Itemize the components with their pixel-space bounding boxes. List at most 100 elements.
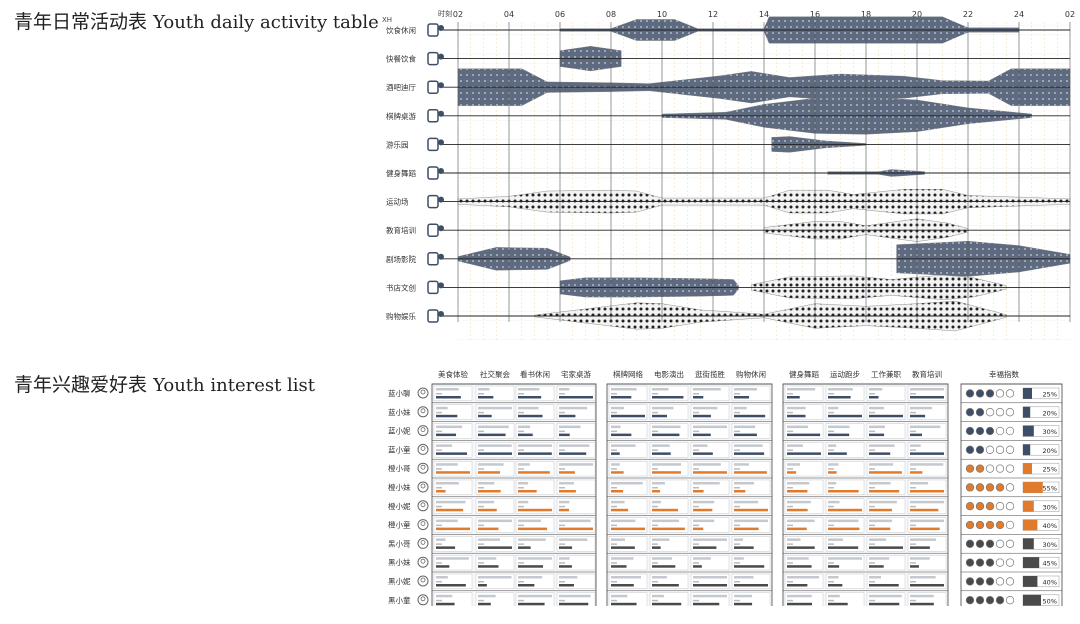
activity-title-cn: 青年日常活动表: [14, 11, 148, 33]
interest-label: [693, 524, 699, 527]
rating-dot-filled: [985, 558, 995, 567]
interest-bar: [828, 388, 853, 391]
interest-label: [869, 562, 875, 564]
time-label: 时刻: [438, 9, 452, 18]
interest-bar: [652, 388, 669, 391]
interest-label: [478, 468, 484, 470]
interest-bar: [436, 538, 446, 541]
interest-bar: [478, 527, 499, 531]
interest-bar: [734, 594, 753, 598]
interest-table: 美食体验 社交聚会 看书休闲 宅家桌游 棋牌网络 电影演出 逛街揽胜 购物休闲 健身舞蹈 运动跑步…: [388, 369, 1063, 606]
interest-label: [910, 430, 916, 433]
interest-bar: [652, 602, 682, 606]
interest-bar: [478, 425, 509, 429]
interest-bar: [693, 576, 727, 579]
happiness-percent: 30%: [1043, 541, 1057, 549]
interest-label: [787, 411, 793, 414]
interest-label: [478, 449, 484, 451]
interest-label: [693, 393, 699, 395]
interest-bar: [436, 452, 467, 455]
happiness-bar: [1023, 594, 1041, 606]
interest-label: [478, 411, 484, 414]
happiness-bar: [1023, 576, 1038, 587]
rating-dot-filled: [975, 577, 985, 586]
dining-icon: [427, 23, 444, 37]
interest-bar: [693, 452, 713, 455]
interest-bar: [693, 565, 702, 568]
interest-bar: [652, 576, 667, 579]
interest-label: [787, 543, 793, 545]
avatar-icon: [417, 406, 429, 418]
rating-dot-filled: [965, 408, 975, 417]
interest-bar: [518, 546, 531, 549]
interest-bar: [734, 490, 746, 493]
interest-bar: [828, 396, 851, 399]
interest-label: [693, 562, 699, 564]
dance-icon: [427, 166, 444, 180]
interest-bar: [652, 546, 661, 549]
interest-bar: [869, 602, 900, 606]
interest-bar: [611, 594, 628, 598]
interest-bar: [559, 414, 576, 418]
rating-dot-filled: [965, 577, 975, 586]
interest-bar: [734, 388, 757, 391]
interest-bar: [734, 406, 747, 410]
interest-label: [611, 411, 617, 414]
rating-dot-filled: [985, 483, 995, 492]
interest-bar: [478, 388, 490, 391]
interest-header: 购物休闲: [736, 369, 766, 379]
interest-label: [478, 543, 484, 545]
interest-label: [559, 562, 565, 564]
row-label: 剧场影院: [386, 254, 416, 264]
interest-bar: [559, 538, 588, 541]
interest-bar: [693, 463, 721, 466]
interest-bar: [652, 538, 670, 541]
rating-dot-empty: [995, 426, 1005, 436]
interest-bar: [910, 444, 921, 447]
avatar-icon: [417, 519, 429, 531]
interest-bar: [787, 482, 810, 485]
interest-label: [518, 505, 524, 508]
interest-bar: [693, 406, 718, 410]
rating-dot-empty: [995, 445, 1005, 454]
interest-label: [436, 430, 442, 433]
interest-bar: [478, 414, 492, 418]
interest-label: [611, 581, 617, 583]
interest-label: [436, 599, 442, 602]
interest-bar: [518, 471, 550, 474]
interest-title: 青年兴趣爱好表 Youth interest list: [14, 370, 315, 397]
person-name: 黑小妮: [388, 576, 411, 586]
interest-bar: [652, 490, 661, 493]
time-tick: 24: [1014, 10, 1024, 19]
interest-bar: [652, 584, 679, 587]
interest-label: [478, 524, 484, 527]
interest-label: [652, 393, 658, 395]
interest-label: [869, 505, 875, 508]
rating-dot-filled: [985, 389, 995, 398]
rating-dot-empty: [1005, 445, 1015, 454]
interest-bar: [436, 444, 453, 447]
interest-bar: [693, 414, 711, 418]
interest-bar: [693, 546, 717, 549]
interest-bar: [869, 388, 883, 391]
interest-bar: [652, 471, 681, 474]
row-label: 购物娱乐: [386, 311, 416, 321]
interest-label: [693, 487, 699, 489]
rating-dot-filled: [975, 464, 985, 473]
interest-bar: [478, 482, 495, 485]
interest-label: [910, 411, 916, 414]
interest-label: [869, 430, 875, 433]
interest-bar: [910, 538, 936, 541]
interest-bar: [787, 602, 813, 606]
interest-bar: [611, 414, 645, 418]
interest-label: [693, 581, 699, 583]
interest-label: [828, 449, 834, 451]
interest-label: [436, 468, 442, 470]
rating-dot-filled: [985, 596, 995, 605]
interest-label: [518, 430, 524, 433]
interest-bar: [828, 414, 862, 418]
interest-bar: [652, 452, 671, 455]
happiness-bar: [1023, 500, 1034, 512]
interest-bar: [611, 538, 626, 541]
interest-label: [734, 449, 740, 451]
